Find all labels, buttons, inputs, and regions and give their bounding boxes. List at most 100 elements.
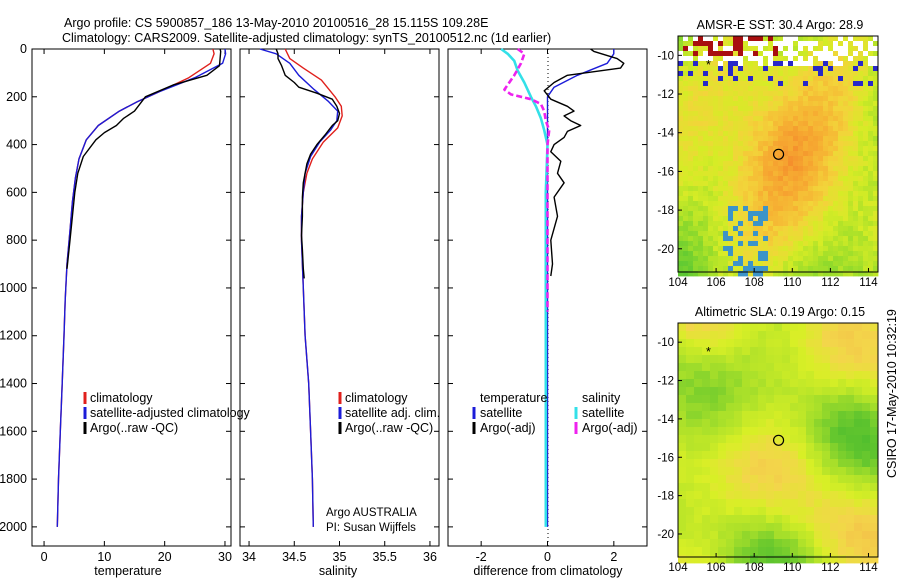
temperature-x-axis: 0 10 20 30 xyxy=(41,49,232,564)
heatmap-cell xyxy=(818,221,824,227)
heatmap-cell xyxy=(678,339,687,348)
heatmap-cell xyxy=(686,555,695,564)
heatmap-cell xyxy=(718,363,727,372)
heatmap-cell xyxy=(726,395,735,404)
heatmap-cell xyxy=(788,201,794,207)
heatmap-cell xyxy=(738,61,744,67)
heatmap-cell xyxy=(678,251,684,257)
heatmap-cell xyxy=(808,171,814,177)
heatmap-cell xyxy=(858,221,864,227)
heatmap-cell xyxy=(702,555,711,564)
heatmap-cell xyxy=(773,146,779,152)
heatmap-cell xyxy=(694,339,703,348)
heatmap-cell xyxy=(708,76,714,82)
heatmap-cell xyxy=(703,151,709,157)
heatmap-cell xyxy=(733,91,739,97)
heatmap-cell xyxy=(828,51,834,57)
heatmap-cell xyxy=(738,86,744,92)
heatmap-cell xyxy=(734,531,743,540)
heatmap-cell xyxy=(806,379,815,388)
heatmap-cell xyxy=(823,261,829,267)
heatmap-cell xyxy=(773,151,779,157)
heatmap-cell xyxy=(858,101,864,107)
heatmap-cell xyxy=(688,201,694,207)
heatmap-cell xyxy=(710,523,719,532)
heatmap-cell xyxy=(758,36,764,42)
heatmap-cell xyxy=(678,411,687,420)
heatmap-cell xyxy=(798,475,807,484)
heatmap-cell xyxy=(846,443,855,452)
heatmap-cell xyxy=(683,116,689,122)
heatmap-cell xyxy=(790,371,799,380)
heatmap-cell xyxy=(838,363,847,372)
heatmap-cell xyxy=(803,256,809,262)
heatmap-cell xyxy=(702,411,711,420)
heatmap-cell xyxy=(774,339,783,348)
heatmap-cell xyxy=(830,347,839,356)
heatmap-cell xyxy=(843,131,849,137)
heatmap-cell xyxy=(702,443,711,452)
heatmap-cell xyxy=(753,121,759,127)
heatmap-cell xyxy=(843,251,849,257)
heatmap-cell xyxy=(830,363,839,372)
heatmap-cell xyxy=(748,221,754,227)
heatmap-cell xyxy=(763,221,769,227)
heatmap-cell xyxy=(813,271,819,277)
heatmap-cell xyxy=(778,176,784,182)
heatmap-cell xyxy=(694,531,703,540)
heatmap-cell xyxy=(870,387,879,396)
heatmap-cell xyxy=(843,46,849,52)
heatmap-cell xyxy=(778,76,784,82)
heatmap-cell xyxy=(793,91,799,97)
heatmap-cell xyxy=(868,176,874,182)
heatmap-cell xyxy=(846,531,855,540)
heatmap-cell xyxy=(678,121,684,127)
heatmap-cell xyxy=(753,66,759,72)
heatmap-cell xyxy=(748,186,754,192)
heatmap-cell xyxy=(818,116,824,122)
heatmap-cell xyxy=(790,411,799,420)
heatmap-cell xyxy=(782,523,791,532)
heatmap-cell xyxy=(853,226,859,232)
heatmap-cell xyxy=(783,171,789,177)
heatmap-cell xyxy=(773,261,779,267)
heatmap-cell xyxy=(683,86,689,92)
heatmap-cell xyxy=(688,81,694,87)
heatmap-cell xyxy=(734,355,743,364)
heatmap-cell xyxy=(726,363,735,372)
heatmap-cell xyxy=(798,46,804,52)
heatmap-cell xyxy=(868,196,874,202)
heatmap-cell xyxy=(773,246,779,252)
heatmap-cell xyxy=(793,266,799,272)
heatmap-cell xyxy=(793,206,799,212)
heatmap-cell xyxy=(678,221,684,227)
heatmap-cell xyxy=(838,443,847,452)
heatmap-cell xyxy=(688,46,694,52)
heatmap-cell xyxy=(693,271,699,277)
heatmap-cell xyxy=(710,379,719,388)
heatmap-cell xyxy=(843,61,849,67)
heatmap-cell xyxy=(678,111,684,117)
heatmap-cell xyxy=(782,475,791,484)
heatmap-cell xyxy=(833,161,839,167)
heatmap-cell xyxy=(798,555,807,564)
heatmap-cell xyxy=(758,555,767,564)
heatmap-cell xyxy=(818,156,824,162)
heatmap-cell xyxy=(743,236,749,242)
heatmap-cell xyxy=(803,226,809,232)
heatmap-cell xyxy=(793,71,799,77)
heatmap-cell xyxy=(773,171,779,177)
heatmap-cell xyxy=(843,201,849,207)
heatmap-cell xyxy=(693,66,699,72)
heatmap-cell xyxy=(703,176,709,182)
heatmap-cell xyxy=(763,191,769,197)
heatmap-cell xyxy=(723,251,729,257)
heatmap-cell xyxy=(758,206,764,212)
heatmap-cell xyxy=(848,76,854,82)
heatmap-cell xyxy=(718,507,727,516)
heatmap-cell xyxy=(838,51,844,57)
heatmap-cell xyxy=(694,475,703,484)
heatmap-cell xyxy=(873,136,879,142)
heatmap-cell xyxy=(858,46,864,52)
heatmap-cell xyxy=(778,261,784,267)
